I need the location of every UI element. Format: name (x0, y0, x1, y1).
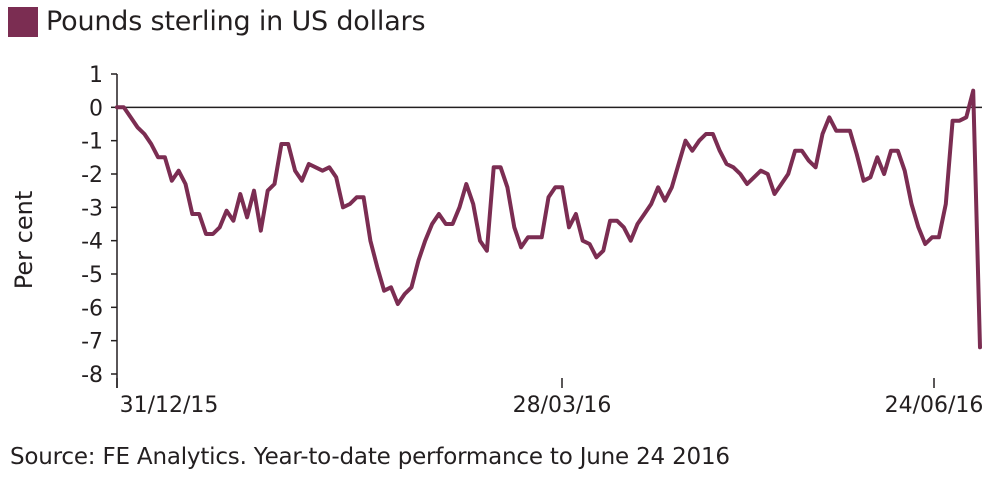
legend-label: Pounds sterling in US dollars (46, 6, 426, 37)
x-tick-label: 31/12/15 (120, 393, 219, 418)
source-note: Source: FE Analytics. Year-to-date perfo… (10, 444, 730, 470)
x-tick-label: 24/06/16 (885, 393, 984, 418)
y-tick-label: -8 (81, 363, 103, 388)
y-tick-label: -3 (81, 196, 103, 221)
y-tick-label: -6 (81, 296, 103, 321)
y-tick-label: -7 (81, 330, 103, 355)
x-tick-label: 28/03/16 (513, 393, 612, 418)
legend: Pounds sterling in US dollars (8, 6, 426, 37)
x-axis: 31/12/15 28/03/16 24/06/16 (116, 378, 984, 418)
y-tick-label: -1 (81, 130, 103, 155)
y-axis: 1 0 -1 -2 -3 -4 -5 -6 -7 -8 (81, 63, 118, 388)
y-tick-label: -2 (81, 163, 103, 188)
y-tick-label: 0 (89, 96, 103, 121)
y-axis-label: Per cent (10, 191, 38, 289)
series-line-pounds-sterling (115, 88, 982, 350)
y-tick-label: -4 (81, 230, 103, 255)
y-tick-label: 1 (89, 63, 103, 88)
y-tick-label: -5 (81, 263, 103, 288)
legend-swatch (8, 6, 38, 37)
